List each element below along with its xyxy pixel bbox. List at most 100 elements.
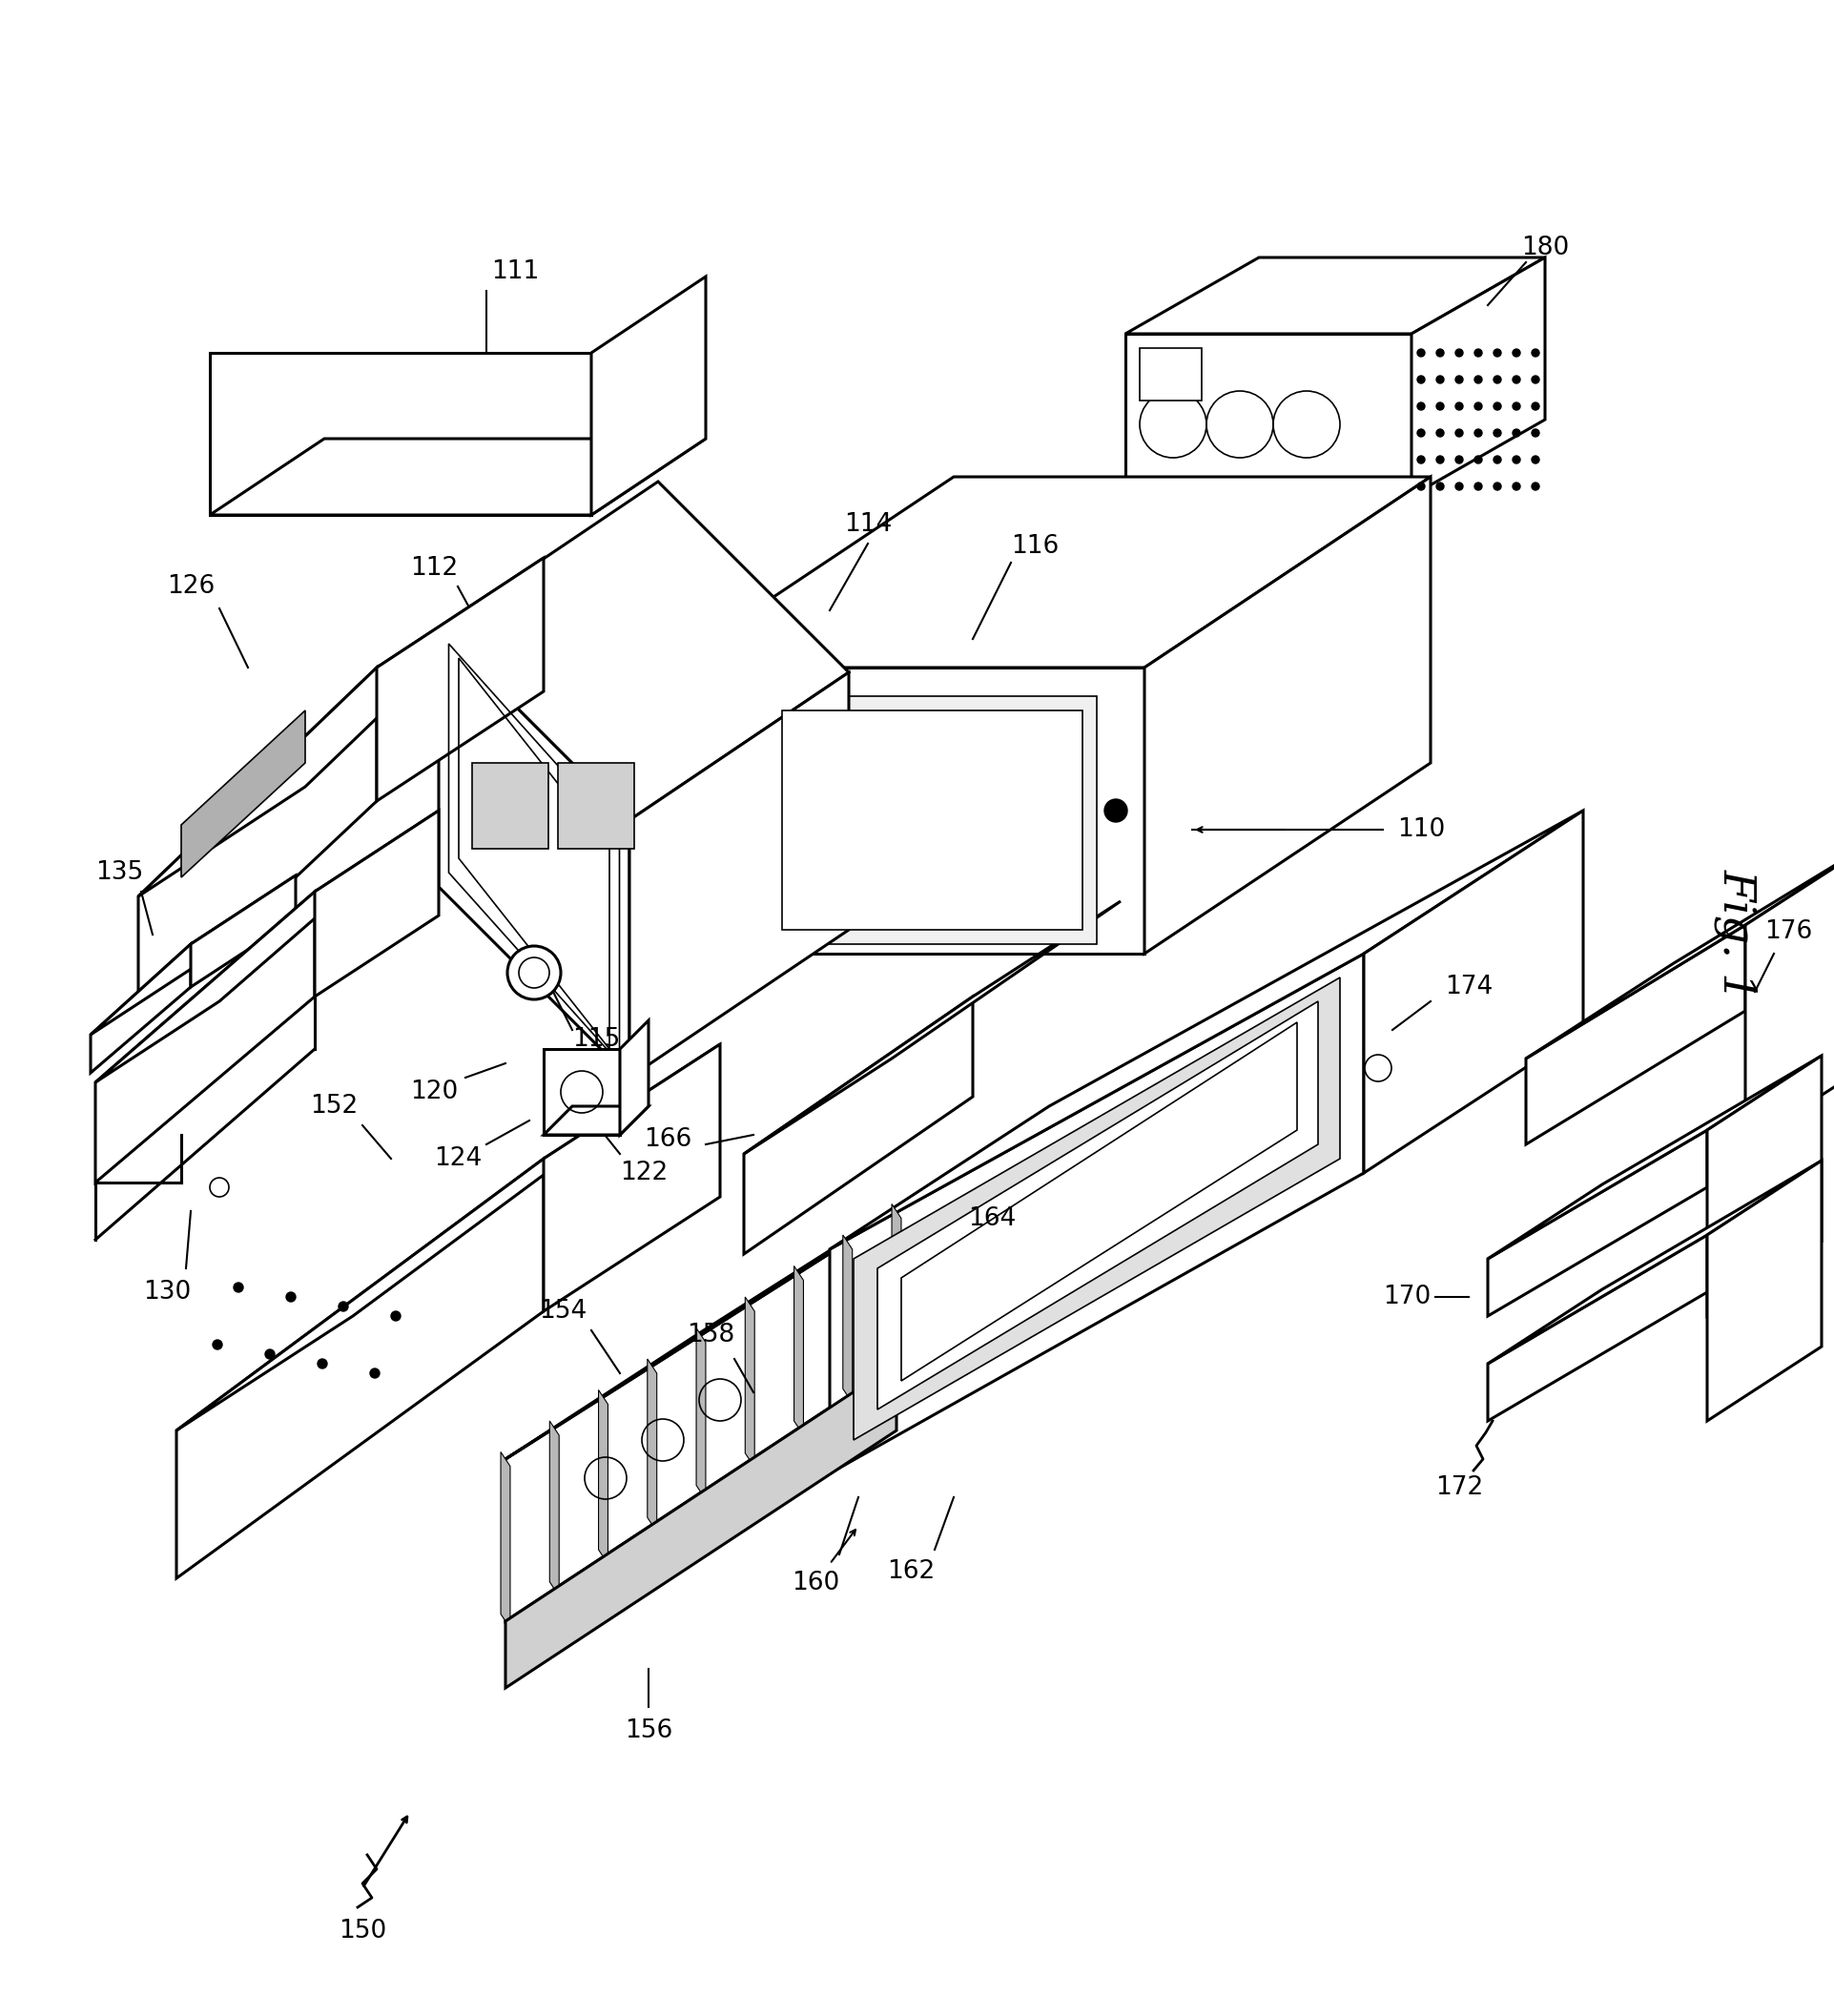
Polygon shape — [504, 1087, 1088, 1460]
Polygon shape — [176, 1044, 719, 1431]
Polygon shape — [743, 996, 972, 1254]
Circle shape — [1475, 482, 1482, 490]
Polygon shape — [504, 1212, 897, 1621]
Circle shape — [1364, 1054, 1390, 1081]
Circle shape — [1436, 456, 1443, 464]
Polygon shape — [829, 810, 1583, 1250]
Circle shape — [1475, 349, 1482, 357]
Polygon shape — [829, 954, 1363, 1474]
Circle shape — [1436, 349, 1443, 357]
Polygon shape — [1487, 1131, 1706, 1316]
Circle shape — [1416, 403, 1425, 409]
Polygon shape — [543, 1044, 719, 1310]
Circle shape — [1531, 375, 1539, 383]
Polygon shape — [176, 1159, 543, 1579]
Text: 160: 160 — [790, 1570, 838, 1595]
Polygon shape — [877, 1002, 1317, 1409]
Polygon shape — [620, 1020, 647, 1135]
Text: 166: 166 — [644, 1127, 691, 1151]
Text: 150: 150 — [337, 1919, 387, 1943]
Polygon shape — [1124, 258, 1544, 335]
Circle shape — [1511, 482, 1519, 490]
Polygon shape — [501, 1452, 510, 1629]
Polygon shape — [1526, 925, 1744, 1145]
Polygon shape — [550, 1421, 559, 1597]
Text: 180: 180 — [1520, 236, 1568, 260]
Circle shape — [1493, 349, 1500, 357]
Polygon shape — [591, 276, 706, 514]
Text: 174: 174 — [1443, 974, 1491, 1000]
Polygon shape — [781, 710, 1082, 929]
Polygon shape — [1139, 349, 1201, 401]
Circle shape — [508, 946, 561, 1000]
Text: 156: 156 — [624, 1718, 671, 1744]
Text: 172: 172 — [1434, 1476, 1482, 1500]
Text: 170: 170 — [1383, 1284, 1431, 1308]
Polygon shape — [891, 1204, 900, 1371]
Circle shape — [1475, 375, 1482, 383]
Circle shape — [1493, 429, 1500, 437]
Polygon shape — [1363, 810, 1583, 1173]
Polygon shape — [1410, 258, 1544, 496]
Circle shape — [1454, 429, 1462, 437]
Polygon shape — [598, 1389, 607, 1564]
Text: 116: 116 — [1011, 534, 1058, 558]
Text: 135: 135 — [95, 861, 143, 885]
Polygon shape — [558, 762, 635, 849]
Text: 124: 124 — [433, 1147, 482, 1171]
Circle shape — [1454, 375, 1462, 383]
Polygon shape — [668, 667, 1144, 954]
Circle shape — [1475, 429, 1482, 437]
Circle shape — [1416, 456, 1425, 464]
Polygon shape — [90, 943, 191, 1073]
Polygon shape — [191, 875, 295, 988]
Polygon shape — [504, 1363, 897, 1687]
Text: 158: 158 — [686, 1322, 734, 1347]
Circle shape — [1511, 429, 1519, 437]
Circle shape — [213, 1341, 222, 1349]
Circle shape — [1416, 349, 1425, 357]
Polygon shape — [543, 1048, 620, 1135]
Polygon shape — [1706, 1161, 1821, 1421]
Text: 126: 126 — [167, 575, 215, 599]
Polygon shape — [90, 875, 295, 1034]
Circle shape — [286, 1292, 295, 1302]
Circle shape — [1531, 403, 1539, 409]
Polygon shape — [376, 558, 543, 800]
Circle shape — [1511, 375, 1519, 383]
Circle shape — [1531, 429, 1539, 437]
Polygon shape — [842, 1236, 853, 1403]
Circle shape — [1511, 349, 1519, 357]
Polygon shape — [138, 558, 543, 897]
Polygon shape — [1526, 831, 1834, 1058]
Circle shape — [1511, 456, 1519, 464]
Circle shape — [1475, 456, 1482, 464]
Text: 130: 130 — [143, 1280, 191, 1304]
Circle shape — [1436, 403, 1443, 409]
Text: 114: 114 — [844, 512, 891, 536]
Polygon shape — [1487, 1161, 1821, 1363]
Circle shape — [1531, 482, 1539, 490]
Circle shape — [1416, 482, 1425, 490]
Text: 162: 162 — [886, 1558, 934, 1585]
Text: 115: 115 — [572, 1026, 620, 1052]
Polygon shape — [182, 710, 304, 877]
Circle shape — [519, 958, 548, 988]
Circle shape — [1436, 375, 1443, 383]
Circle shape — [1454, 456, 1462, 464]
Circle shape — [1454, 482, 1462, 490]
Circle shape — [233, 1282, 244, 1292]
Polygon shape — [315, 810, 438, 996]
Text: 112: 112 — [409, 556, 458, 581]
Text: 122: 122 — [620, 1161, 668, 1185]
Polygon shape — [794, 1266, 803, 1435]
Polygon shape — [95, 891, 315, 1183]
Polygon shape — [1744, 831, 1834, 1145]
Text: 176: 176 — [1762, 919, 1812, 943]
Text: Fig. 1: Fig. 1 — [1713, 869, 1757, 1000]
Circle shape — [1493, 456, 1500, 464]
Circle shape — [317, 1359, 326, 1369]
Polygon shape — [1124, 335, 1410, 496]
Circle shape — [1104, 798, 1126, 823]
Text: 110: 110 — [1396, 816, 1443, 843]
